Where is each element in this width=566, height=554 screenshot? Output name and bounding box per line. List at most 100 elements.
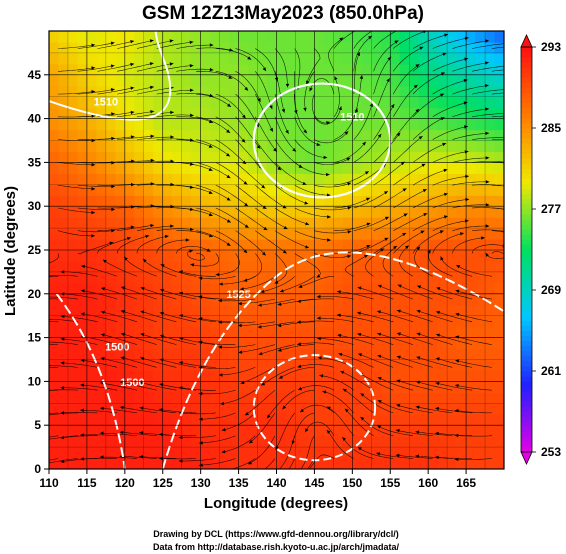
temperature-cell xyxy=(409,31,420,43)
temperature-cell xyxy=(96,52,107,65)
temperature-cell xyxy=(494,271,504,284)
streamline-arrow xyxy=(120,332,125,336)
colorbar-segment xyxy=(521,431,532,438)
temperature-cell xyxy=(238,63,249,76)
temperature-cell xyxy=(191,96,202,109)
temperature-cell xyxy=(257,458,268,469)
temperature-cell xyxy=(399,118,410,131)
temperature-cell xyxy=(418,239,429,251)
streamline-arrow xyxy=(384,191,388,195)
streamline-arrow xyxy=(22,441,26,444)
temperature-cell xyxy=(485,271,496,284)
temperature-cell xyxy=(86,271,97,284)
streamline-arrow xyxy=(485,61,489,65)
temperature-cell xyxy=(466,304,477,317)
temperature-cell xyxy=(115,107,126,120)
streamline-arrow xyxy=(185,238,190,242)
temperature-cell xyxy=(181,31,192,43)
temperature-cell xyxy=(418,414,429,426)
streamline-arrow xyxy=(189,227,194,231)
streamline xyxy=(376,452,414,459)
colorbar-segment xyxy=(521,168,532,174)
streamline xyxy=(491,115,504,118)
temperature-cell xyxy=(181,447,192,459)
temperature-cell xyxy=(390,326,401,339)
temperature-cell xyxy=(49,425,60,437)
temperature-cell xyxy=(333,52,344,65)
temperature-cell xyxy=(200,293,211,306)
temperature-cell xyxy=(181,282,192,295)
streamline xyxy=(306,48,321,85)
temperature-cell xyxy=(295,96,306,109)
temperature-cell xyxy=(447,425,458,437)
temperature-cell xyxy=(361,228,372,240)
streamline xyxy=(215,93,246,119)
temperature-cell xyxy=(380,425,391,437)
temperature-cell xyxy=(399,392,410,404)
temperature-cell xyxy=(276,250,287,262)
temperature-cell xyxy=(285,414,297,426)
temperature-cell xyxy=(86,458,97,469)
streamline-arrow xyxy=(415,405,420,409)
temperature-cell xyxy=(409,326,420,339)
temperature-cell xyxy=(172,52,183,65)
temperature-cell xyxy=(333,228,344,240)
temperature-cell xyxy=(115,381,126,393)
streamline xyxy=(58,207,96,213)
streamline-arrow xyxy=(119,405,124,410)
streamline-arrow xyxy=(309,87,313,92)
temperature-cell xyxy=(162,304,173,317)
temperature-cell xyxy=(285,52,297,65)
temperature-cell xyxy=(437,239,448,251)
temperature-cell xyxy=(153,250,164,262)
temperature-cell xyxy=(456,151,467,163)
streamline xyxy=(58,67,96,72)
temperature-cell xyxy=(181,250,192,262)
streamline-arrow xyxy=(305,245,309,249)
temperature-cell xyxy=(105,129,116,142)
temperature-cell xyxy=(447,392,458,404)
streamline xyxy=(377,284,414,300)
temperature-cell xyxy=(380,217,391,229)
temperature-cell xyxy=(267,74,278,87)
temperature-cell xyxy=(124,293,135,306)
streamline-arrow xyxy=(505,64,509,68)
temperature-cell xyxy=(323,250,334,262)
temperature-cell xyxy=(200,52,211,65)
streamline-arrow xyxy=(130,110,135,115)
temperature-cell xyxy=(172,195,183,207)
temperature-cell xyxy=(49,260,60,273)
streamline-arrow xyxy=(221,428,226,432)
streamline-arrow xyxy=(80,289,85,293)
temperature-cell xyxy=(390,217,401,229)
temperature-cell xyxy=(276,151,287,163)
temperature-cell xyxy=(86,315,97,328)
temperature-cell xyxy=(115,271,126,284)
temperature-cell xyxy=(371,271,382,284)
temperature-cell xyxy=(409,348,420,361)
temperature-cell xyxy=(134,326,145,339)
temperature-cell xyxy=(437,304,448,317)
temperature-cell xyxy=(304,414,316,426)
temperature-cell xyxy=(494,403,504,415)
streamline-arrow xyxy=(362,141,366,146)
temperature-cell xyxy=(49,184,60,196)
temperature-cell xyxy=(77,85,88,98)
temperature-cell xyxy=(390,436,401,448)
streamline-arrow xyxy=(306,80,310,85)
temperature-cell xyxy=(143,239,154,251)
colorbar-segment xyxy=(521,72,532,78)
temperature-cell xyxy=(428,326,439,339)
streamline xyxy=(187,250,205,261)
temperature-cell xyxy=(333,63,344,76)
streamline-arrow xyxy=(130,86,135,90)
streamline-arrow xyxy=(149,39,154,43)
streamline-arrow xyxy=(415,454,420,458)
temperature-cell xyxy=(437,250,448,262)
temperature-cell xyxy=(380,206,391,218)
streamline xyxy=(395,454,433,459)
temperature-cell xyxy=(257,370,268,382)
temperature-cell xyxy=(437,63,448,76)
temperature-cell xyxy=(304,140,316,153)
temperature-cell xyxy=(172,31,183,43)
